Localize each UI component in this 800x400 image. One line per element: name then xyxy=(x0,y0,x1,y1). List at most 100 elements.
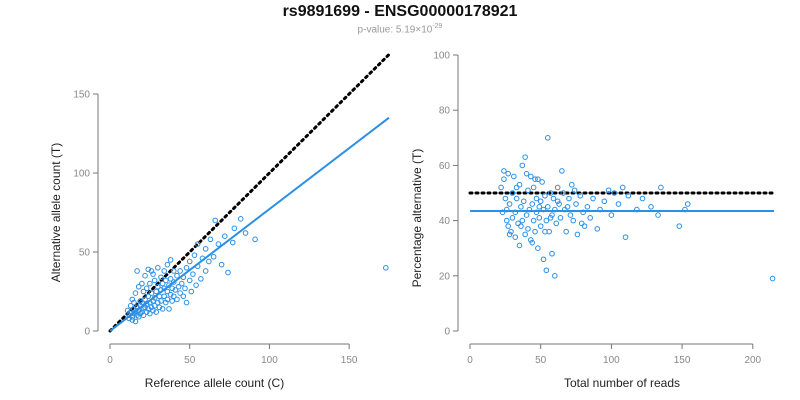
data-point xyxy=(535,176,541,182)
data-point xyxy=(193,282,199,288)
data-point xyxy=(619,184,626,191)
data-point xyxy=(570,217,577,224)
x-tick-label: 150 xyxy=(674,355,691,366)
y-tick-label: 40 xyxy=(439,216,451,227)
data-point xyxy=(511,173,517,180)
data-point xyxy=(634,206,640,213)
data-point xyxy=(169,298,175,304)
data-point xyxy=(561,206,568,213)
data-point xyxy=(175,283,182,290)
data-point xyxy=(215,241,222,247)
data-point xyxy=(658,184,664,191)
y-tick-label: 0 xyxy=(84,327,90,338)
data-point xyxy=(584,204,591,210)
data-point xyxy=(569,181,575,188)
data-point xyxy=(202,246,209,252)
data-point xyxy=(127,302,134,309)
data-point xyxy=(218,261,225,268)
data-point xyxy=(559,168,565,174)
data-point xyxy=(501,168,507,174)
data-point xyxy=(158,298,164,304)
data-point xyxy=(170,268,177,274)
data-point xyxy=(639,195,646,202)
data-point xyxy=(515,220,521,227)
data-point xyxy=(140,312,147,319)
data-point xyxy=(190,271,196,277)
data-point xyxy=(170,293,177,300)
data-point xyxy=(242,230,249,236)
pvalue-text: p-value: 5.19×10 xyxy=(357,24,433,36)
data-point xyxy=(129,317,136,323)
data-point xyxy=(542,192,548,199)
data-point xyxy=(676,223,683,229)
data-point xyxy=(126,312,132,319)
data-point xyxy=(153,309,160,315)
data-point xyxy=(156,304,163,311)
data-point xyxy=(199,255,206,262)
data-point xyxy=(178,280,185,287)
data-point xyxy=(237,216,244,222)
data-point xyxy=(132,318,139,325)
data-point xyxy=(535,245,541,251)
data-point xyxy=(169,285,175,292)
data-point xyxy=(769,275,776,282)
data-point xyxy=(151,277,158,284)
data-point xyxy=(155,265,161,271)
data-point xyxy=(155,283,161,290)
data-point xyxy=(135,307,142,314)
data-point xyxy=(530,184,537,191)
data-point xyxy=(605,187,612,194)
data-point xyxy=(543,217,550,224)
data-point xyxy=(147,299,153,306)
data-point xyxy=(124,307,131,314)
reference-line xyxy=(108,53,391,333)
data-point xyxy=(174,296,180,303)
data-point xyxy=(225,269,231,276)
data-point xyxy=(608,212,615,218)
data-point xyxy=(498,184,504,191)
data-point xyxy=(547,190,554,196)
data-point xyxy=(142,304,148,311)
data-point xyxy=(135,313,142,320)
data-point xyxy=(532,176,538,182)
data-point xyxy=(544,135,551,141)
data-point xyxy=(577,192,584,199)
y-tick-label: 50 xyxy=(79,248,91,259)
data-point xyxy=(155,299,161,306)
data-point xyxy=(383,265,389,271)
data-point xyxy=(560,190,567,196)
data-point xyxy=(252,236,258,243)
percentage-scatter-panel: 0 50 100 150 200 0 20 40 60 80 100 Total number of … xyxy=(410,51,776,390)
data-point xyxy=(126,315,132,322)
data-point xyxy=(525,226,531,232)
data-point xyxy=(159,306,166,312)
data-point xyxy=(506,231,513,238)
data-point xyxy=(594,226,601,232)
data-point xyxy=(167,257,174,263)
x-tick-label: 200 xyxy=(744,355,761,366)
y-tick-label: 150 xyxy=(73,90,90,101)
data-point xyxy=(528,237,534,243)
data-point xyxy=(161,268,168,274)
data-point xyxy=(206,258,212,265)
data-point xyxy=(143,301,150,307)
data-point xyxy=(499,209,506,216)
data-point xyxy=(597,206,603,213)
data-point xyxy=(648,204,654,210)
data-point xyxy=(516,181,523,188)
data-point xyxy=(554,198,561,205)
data-point xyxy=(533,209,540,216)
data-point xyxy=(539,179,545,185)
data-point xyxy=(519,217,526,224)
data-point xyxy=(148,290,155,296)
data-point xyxy=(526,206,533,213)
data-point xyxy=(145,306,152,312)
data-point xyxy=(148,304,155,311)
x-tick-label: 50 xyxy=(184,355,196,366)
data-point xyxy=(509,215,516,221)
x-tick-label: 100 xyxy=(603,355,620,366)
data-point xyxy=(540,206,547,213)
data-point xyxy=(231,225,238,232)
data-point xyxy=(550,195,557,202)
data-point xyxy=(513,184,520,191)
